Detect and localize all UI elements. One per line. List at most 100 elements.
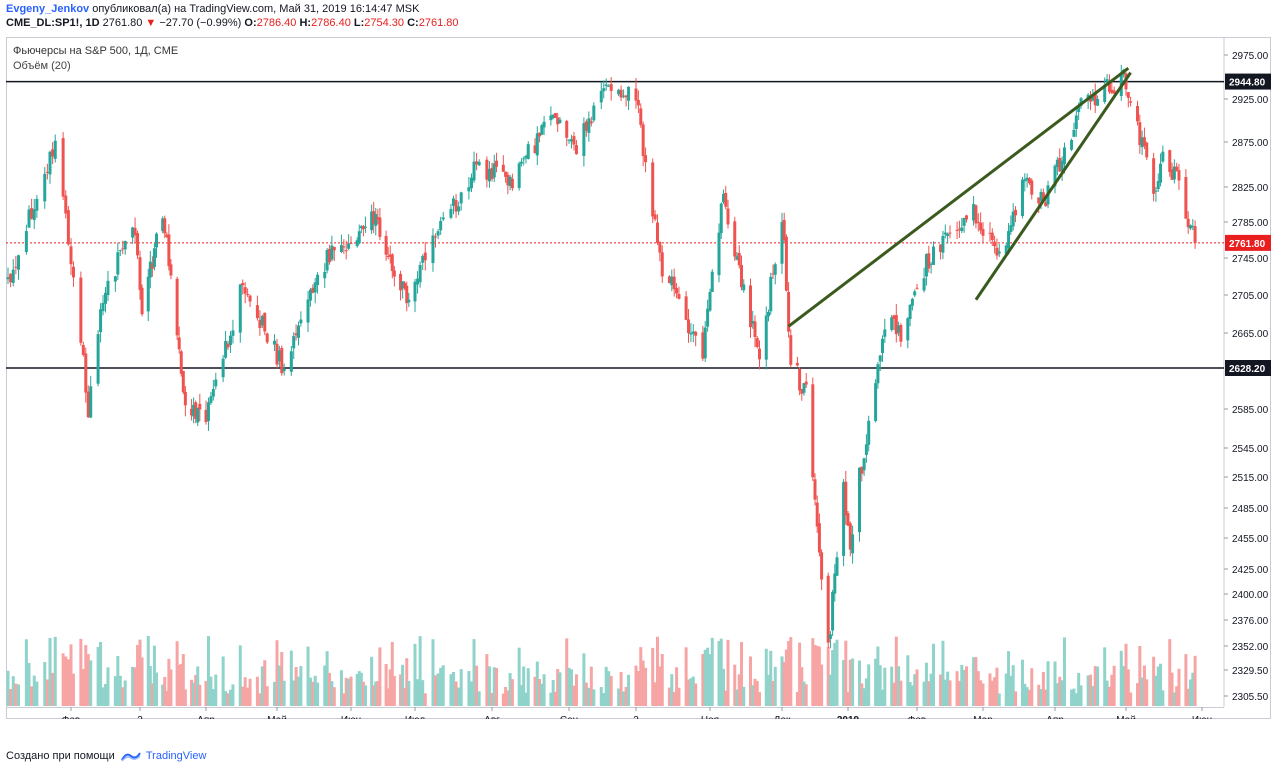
volume-bar	[370, 656, 374, 706]
candle-body	[1093, 93, 1097, 106]
candle-body	[867, 420, 871, 445]
volume-bar	[862, 688, 866, 706]
volume-bar	[1126, 669, 1130, 706]
volume-bar	[795, 691, 799, 706]
candle-body	[670, 276, 674, 286]
candle-body	[1136, 105, 1140, 122]
candle-body	[691, 331, 695, 334]
candle-body	[238, 284, 242, 333]
volume-bar	[9, 688, 13, 706]
candle-body	[717, 232, 721, 276]
candle-body	[553, 112, 557, 118]
candle-body	[1023, 179, 1027, 182]
volume-bar	[17, 684, 20, 706]
volume-bar	[48, 637, 52, 706]
candle-body	[403, 282, 407, 289]
candle-body	[701, 332, 705, 359]
candle-body	[43, 173, 47, 202]
candle-body	[644, 155, 648, 163]
volume-bar	[784, 649, 788, 706]
candle-body	[441, 217, 445, 220]
volume-bar	[753, 678, 757, 706]
volume-bar	[238, 645, 242, 706]
volume-bar	[726, 639, 730, 706]
volume-bar	[113, 676, 117, 706]
volume-bar	[1074, 693, 1078, 706]
candle-body	[1058, 157, 1062, 172]
candle-body	[735, 256, 739, 260]
candle-body	[962, 217, 966, 226]
trendline-upper[interactable]	[787, 67, 1130, 328]
volume-bar	[939, 674, 943, 706]
tradingview-logo-icon	[120, 752, 141, 762]
volume-bar	[542, 674, 546, 706]
down-arrow-icon: ▼	[145, 17, 157, 29]
volume-bar	[767, 674, 770, 706]
candle-body	[703, 327, 707, 359]
candle-body	[604, 84, 608, 87]
candle-body	[372, 211, 376, 225]
volume-bar	[116, 656, 120, 706]
y-tick-label: 2425.00	[1232, 565, 1269, 576]
price-chart[interactable]: 2975.00 2925.00 2875.00 2825.00 2785.00 2745.…	[6, 37, 1271, 726]
candle-body	[624, 95, 628, 98]
y-tick-label: 2376.00	[1232, 616, 1269, 627]
candle-body	[401, 281, 405, 289]
candle-body	[469, 177, 473, 189]
volume-bar	[1122, 666, 1126, 706]
volume-bar	[1161, 690, 1165, 706]
candle-body	[140, 287, 144, 315]
candle-body	[431, 235, 435, 264]
volume-bar	[769, 650, 773, 706]
chart-title: Фьючерсы на S&P 500, 1Д, CME	[13, 45, 179, 57]
candle-body	[228, 335, 232, 346]
volume-bar	[504, 686, 508, 706]
candle-body	[687, 319, 691, 334]
volume-bar	[1175, 686, 1179, 706]
candle-body	[1009, 225, 1013, 232]
tradingview-link[interactable]: TradingView	[145, 750, 207, 762]
volume-bar	[1093, 666, 1097, 706]
trendline-lower[interactable]	[974, 71, 1132, 301]
volume-bar	[357, 671, 361, 706]
volume-bar	[587, 687, 591, 706]
candle-body	[960, 227, 964, 232]
author-link[interactable]: Evgeny_Jenkov	[6, 3, 90, 15]
x-tick-label: Апр	[197, 715, 215, 719]
candle-body	[719, 203, 723, 234]
volume-bar	[660, 654, 664, 706]
volume-bar	[703, 649, 707, 706]
volume-bar	[14, 683, 18, 706]
volume-bar	[1193, 655, 1197, 706]
candle-body	[842, 482, 846, 556]
volume-bar	[277, 665, 281, 706]
candle-body	[6, 277, 10, 280]
candle-body	[246, 294, 250, 296]
candle-body	[1070, 140, 1074, 150]
volume-bar	[751, 685, 755, 706]
candle-body	[848, 523, 852, 550]
candle-body	[846, 513, 850, 526]
volume-bar	[467, 671, 471, 706]
candle-body	[881, 338, 884, 354]
chart-area[interactable]: 2975.00 2925.00 2875.00 2825.00 2785.00 2745.…	[6, 37, 1271, 726]
volume-bar	[226, 693, 230, 706]
candle-body	[282, 368, 286, 372]
volume-bar	[813, 645, 817, 706]
volume-bar	[399, 674, 403, 706]
candle-body	[1020, 179, 1024, 217]
candle-body	[198, 403, 202, 410]
volume-bar	[522, 666, 526, 706]
y-tick-label: 2785.00	[1232, 218, 1269, 229]
volume-bar	[653, 682, 657, 706]
candle-body	[209, 396, 213, 403]
footer-credit: Создано при помощи TradingView	[6, 750, 206, 762]
volume-bar	[609, 675, 613, 706]
candle-body	[811, 384, 815, 478]
volume-bar	[860, 683, 864, 706]
volume-bar	[51, 672, 55, 706]
candle-body	[150, 263, 154, 269]
volume-bar	[526, 668, 530, 706]
x-tick-label: Авг	[484, 715, 500, 719]
candle-body	[477, 161, 481, 166]
